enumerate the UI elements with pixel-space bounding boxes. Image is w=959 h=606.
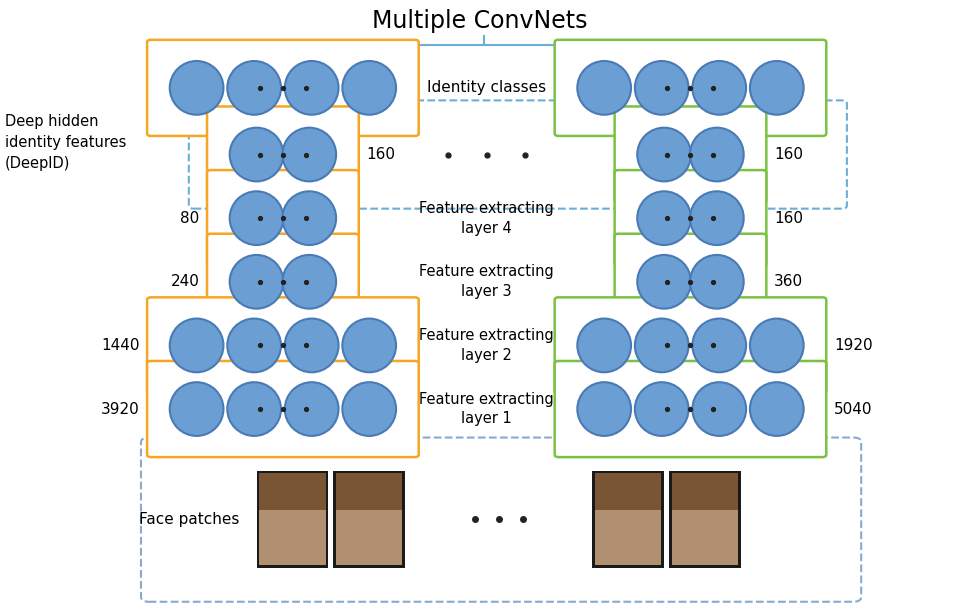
Ellipse shape (283, 128, 337, 181)
Text: 160: 160 (774, 211, 803, 225)
Text: Deep hidden
identity features
(DeepID): Deep hidden identity features (DeepID) (5, 114, 127, 171)
FancyBboxPatch shape (147, 298, 419, 393)
Bar (671, 473, 738, 510)
Ellipse shape (283, 255, 337, 308)
Ellipse shape (637, 191, 690, 245)
Text: 1440: 1440 (101, 338, 139, 353)
FancyBboxPatch shape (207, 107, 359, 202)
Bar (593, 471, 664, 568)
Ellipse shape (283, 191, 337, 245)
Text: n $\approx$ 10000: n $\approx$ 10000 (255, 52, 359, 70)
Ellipse shape (690, 128, 744, 181)
Ellipse shape (690, 191, 744, 245)
Bar (595, 473, 662, 510)
FancyBboxPatch shape (207, 170, 359, 266)
Text: 160: 160 (366, 147, 395, 162)
Bar (669, 471, 740, 568)
Ellipse shape (227, 382, 281, 436)
FancyBboxPatch shape (615, 107, 766, 202)
Text: Feature extracting
layer 3: Feature extracting layer 3 (419, 264, 554, 299)
Bar (259, 474, 326, 565)
FancyBboxPatch shape (147, 40, 419, 136)
Ellipse shape (577, 382, 631, 436)
Bar (337, 473, 403, 510)
Ellipse shape (692, 382, 746, 436)
Ellipse shape (229, 255, 283, 308)
Text: Feature extracting
layer 2: Feature extracting layer 2 (419, 328, 554, 363)
FancyBboxPatch shape (554, 40, 827, 136)
Text: 360: 360 (774, 275, 803, 289)
Text: n $\approx$ 10000: n $\approx$ 10000 (663, 52, 766, 70)
Ellipse shape (690, 255, 744, 308)
Bar (671, 474, 738, 565)
Ellipse shape (637, 128, 690, 181)
Ellipse shape (750, 382, 804, 436)
Ellipse shape (285, 61, 339, 115)
Ellipse shape (170, 61, 223, 115)
Text: Face patches: Face patches (139, 512, 240, 527)
Ellipse shape (227, 61, 281, 115)
Ellipse shape (342, 382, 396, 436)
FancyBboxPatch shape (147, 361, 419, 457)
Ellipse shape (692, 61, 746, 115)
Ellipse shape (342, 61, 396, 115)
Ellipse shape (285, 319, 339, 372)
Ellipse shape (229, 191, 283, 245)
Text: 80: 80 (180, 211, 199, 225)
Ellipse shape (750, 319, 804, 372)
Ellipse shape (577, 319, 631, 372)
Text: Feature extracting
layer 4: Feature extracting layer 4 (419, 201, 554, 236)
Text: 160: 160 (774, 147, 803, 162)
Ellipse shape (635, 319, 689, 372)
Ellipse shape (577, 61, 631, 115)
Ellipse shape (229, 128, 283, 181)
Bar (595, 474, 662, 565)
FancyBboxPatch shape (207, 234, 359, 330)
Text: 3920: 3920 (101, 402, 139, 416)
Bar (337, 474, 403, 565)
Ellipse shape (637, 255, 690, 308)
Ellipse shape (692, 319, 746, 372)
Ellipse shape (635, 382, 689, 436)
Ellipse shape (170, 382, 223, 436)
Ellipse shape (227, 319, 281, 372)
Text: Identity classes: Identity classes (427, 81, 547, 95)
Bar (257, 471, 328, 568)
FancyBboxPatch shape (554, 361, 827, 457)
Text: 5040: 5040 (834, 402, 873, 416)
Ellipse shape (170, 319, 223, 372)
Ellipse shape (342, 319, 396, 372)
Ellipse shape (285, 382, 339, 436)
FancyBboxPatch shape (615, 170, 766, 266)
Text: 1920: 1920 (834, 338, 873, 353)
Text: Feature extracting
layer 1: Feature extracting layer 1 (419, 391, 554, 427)
Ellipse shape (750, 61, 804, 115)
Text: Multiple ConvNets: Multiple ConvNets (372, 9, 587, 33)
Bar (334, 471, 406, 568)
Ellipse shape (635, 61, 689, 115)
Text: 240: 240 (171, 275, 199, 289)
FancyBboxPatch shape (615, 234, 766, 330)
Bar (259, 473, 326, 510)
FancyBboxPatch shape (554, 298, 827, 393)
